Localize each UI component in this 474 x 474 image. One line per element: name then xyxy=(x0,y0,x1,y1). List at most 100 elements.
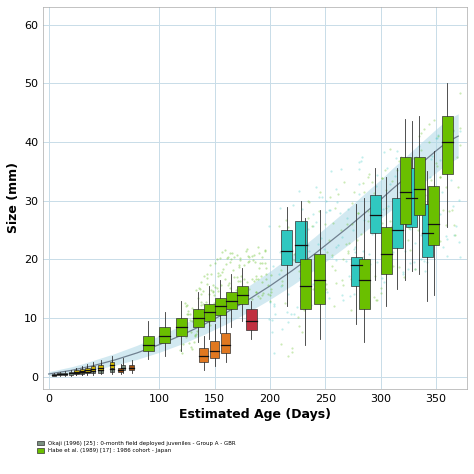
Point xyxy=(245,258,252,265)
Point xyxy=(199,300,207,308)
Point xyxy=(267,288,274,295)
Point xyxy=(442,232,449,239)
Point xyxy=(423,259,431,266)
Point xyxy=(246,285,253,292)
Point xyxy=(282,216,290,224)
Bar xyxy=(281,230,292,265)
Point xyxy=(443,235,450,242)
Bar xyxy=(80,370,84,374)
Point xyxy=(312,219,319,226)
Point xyxy=(179,317,187,325)
Point xyxy=(188,345,196,353)
Point xyxy=(325,237,333,244)
Point xyxy=(389,222,396,229)
Point xyxy=(322,197,330,205)
Point xyxy=(379,206,387,213)
Point xyxy=(327,194,334,201)
Point xyxy=(406,226,414,233)
Point xyxy=(433,228,441,236)
Point xyxy=(433,135,440,142)
Point xyxy=(366,260,374,268)
Point xyxy=(410,179,418,187)
Point xyxy=(252,275,260,283)
Point xyxy=(410,258,418,266)
Point xyxy=(328,262,336,270)
Point xyxy=(296,260,304,268)
Point xyxy=(184,307,191,314)
Point xyxy=(443,252,451,260)
Point xyxy=(219,265,227,273)
Point xyxy=(416,186,423,193)
Point xyxy=(315,193,322,201)
Point xyxy=(311,278,319,285)
Point xyxy=(298,205,306,213)
Point xyxy=(455,197,463,204)
Point xyxy=(230,273,237,281)
Point xyxy=(411,239,419,246)
Point xyxy=(203,306,210,313)
Point xyxy=(399,168,407,175)
Point xyxy=(191,331,199,338)
Point xyxy=(252,272,260,280)
Point xyxy=(227,258,234,266)
Bar xyxy=(428,186,439,245)
Point xyxy=(382,204,390,211)
Point xyxy=(368,230,375,237)
Point xyxy=(386,180,394,188)
Point xyxy=(235,263,243,271)
Point xyxy=(248,253,256,260)
Point xyxy=(320,263,328,270)
Point xyxy=(208,305,215,313)
Point xyxy=(416,182,424,190)
Point xyxy=(414,210,422,217)
Point xyxy=(307,301,314,309)
Point xyxy=(456,125,463,132)
Point xyxy=(219,248,226,255)
Bar xyxy=(314,254,325,303)
Point xyxy=(382,232,389,240)
Point xyxy=(379,233,386,240)
Point xyxy=(266,297,273,305)
Point xyxy=(436,173,444,181)
Point xyxy=(287,310,294,318)
Point xyxy=(451,232,458,239)
X-axis label: Estimated Age (Days): Estimated Age (Days) xyxy=(179,408,331,421)
Point xyxy=(304,241,311,249)
Point xyxy=(296,267,303,274)
Point xyxy=(420,126,428,133)
Point xyxy=(360,189,367,196)
Point xyxy=(227,255,235,263)
Point xyxy=(371,293,378,301)
Point xyxy=(277,282,285,289)
Point xyxy=(384,249,392,257)
Point xyxy=(197,290,204,298)
Point xyxy=(242,247,250,255)
Point xyxy=(349,226,357,234)
Point xyxy=(362,284,369,292)
Point xyxy=(254,243,262,251)
Point xyxy=(304,225,312,232)
Point xyxy=(278,325,286,332)
Point xyxy=(203,280,211,288)
Point xyxy=(332,266,339,274)
Point xyxy=(372,182,380,190)
Point xyxy=(262,275,270,283)
Point xyxy=(418,255,425,263)
Point xyxy=(359,278,366,286)
Point xyxy=(217,299,224,306)
Point xyxy=(439,165,447,173)
Point xyxy=(436,173,443,181)
Point xyxy=(209,281,217,289)
Point xyxy=(323,289,331,296)
Point xyxy=(277,340,285,348)
Point xyxy=(388,177,396,184)
Point xyxy=(216,255,224,262)
Point xyxy=(191,332,199,339)
Point xyxy=(210,292,218,299)
Point xyxy=(213,310,220,317)
Point xyxy=(393,232,401,240)
Point xyxy=(270,349,277,357)
Point xyxy=(251,258,258,266)
Point xyxy=(330,302,338,310)
Point xyxy=(425,120,433,128)
